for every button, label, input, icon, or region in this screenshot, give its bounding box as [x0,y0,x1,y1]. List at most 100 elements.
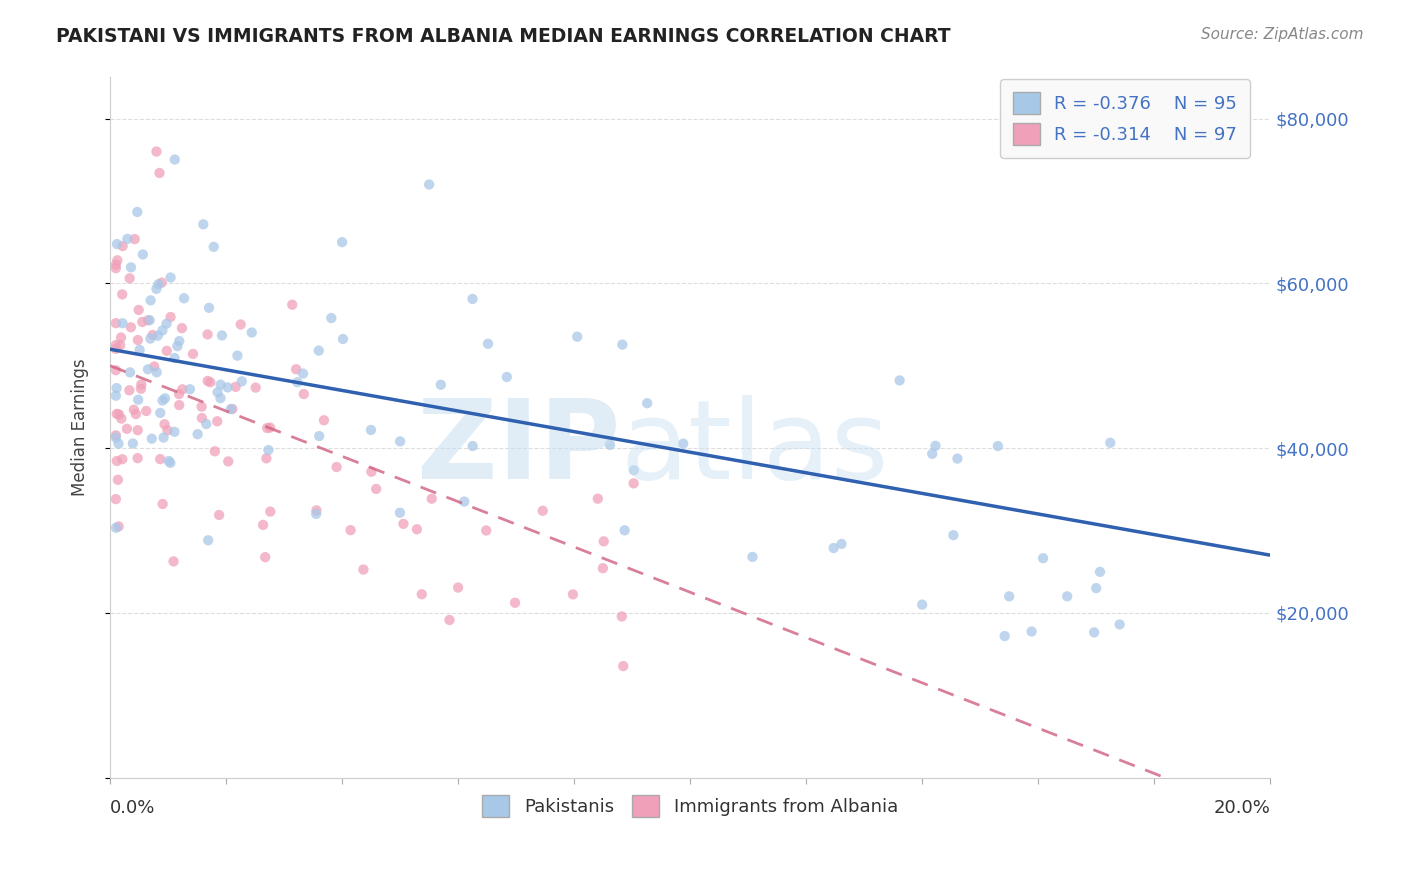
Point [172,382,194,396]
Text: atlas: atlas [620,395,889,502]
Point [209,377,232,392]
Point [623,463,645,477]
Point [107,473,129,487]
Point [111,239,134,253]
Point [118,384,141,398]
Point [209,391,232,405]
Point [202,240,225,254]
Point [623,476,645,491]
Point [129,377,152,392]
Point [127,451,149,466]
Point [612,337,634,351]
Point [339,523,361,537]
Point [181,347,204,361]
Point [163,425,186,439]
Point [146,328,169,343]
Point [167,334,190,348]
Point [152,393,174,408]
Point [921,447,943,461]
Point [219,402,242,417]
Point [567,329,589,343]
Point [352,563,374,577]
Point [889,373,911,387]
Point [1099,435,1122,450]
Point [994,629,1017,643]
Point [561,587,583,601]
Point [129,382,152,396]
Point [152,431,174,445]
Point [104,316,127,330]
Point [475,524,498,538]
Point [305,507,328,521]
Point [149,452,172,467]
Point [136,313,159,327]
Point [104,389,127,403]
Point [946,451,969,466]
Point [1021,624,1043,639]
Point [105,381,128,395]
Point [111,316,134,330]
Point [105,407,128,421]
Point [831,537,853,551]
Point [190,400,212,414]
Point [179,382,201,396]
Text: 20.0%: 20.0% [1213,798,1270,816]
Point [308,343,330,358]
Point [610,609,633,624]
Point [107,519,129,533]
Point [170,321,193,335]
Point [285,362,308,376]
Point [287,376,309,390]
Point [195,417,218,431]
Point [118,271,141,285]
Point [127,205,149,219]
Point [142,328,165,343]
Point [208,508,231,522]
Point [613,524,636,538]
Point [163,153,186,167]
Point [240,326,263,340]
Point [156,423,179,437]
Point [104,338,127,352]
Point [217,380,239,394]
Text: Source: ZipAtlas.com: Source: ZipAtlas.com [1201,27,1364,42]
Point [987,439,1010,453]
Legend: Pakistanis, Immigrants from Albania: Pakistanis, Immigrants from Albania [475,788,905,824]
Point [104,342,127,356]
Point [118,365,141,379]
Point [166,339,188,353]
Point [145,145,167,159]
Point [163,351,186,365]
Point [159,456,181,470]
Point [259,420,281,434]
Point [292,367,315,381]
Point [155,317,177,331]
Point [1083,625,1105,640]
Point [321,311,343,326]
Text: PAKISTANI VS IMMIGRANTS FROM ALBANIA MEDIAN EARNINGS CORRELATION CHART: PAKISTANI VS IMMIGRANTS FROM ALBANIA MED… [56,27,950,45]
Point [360,423,382,437]
Point [128,343,150,357]
Point [226,349,249,363]
Point [162,554,184,568]
Point [110,411,132,425]
Point [229,318,252,332]
Point [636,396,658,410]
Point [108,408,131,422]
Point [197,374,219,388]
Point [599,438,621,452]
Point [217,454,239,468]
Point [388,506,411,520]
Point [447,581,470,595]
Point [312,413,335,427]
Point [145,365,167,379]
Point [159,270,181,285]
Point [139,332,162,346]
Y-axis label: Median Earnings: Median Earnings [72,359,89,496]
Point [430,377,453,392]
Point [389,434,412,449]
Point [120,320,142,334]
Text: 0.0%: 0.0% [110,798,156,816]
Point [325,460,347,475]
Point [152,497,174,511]
